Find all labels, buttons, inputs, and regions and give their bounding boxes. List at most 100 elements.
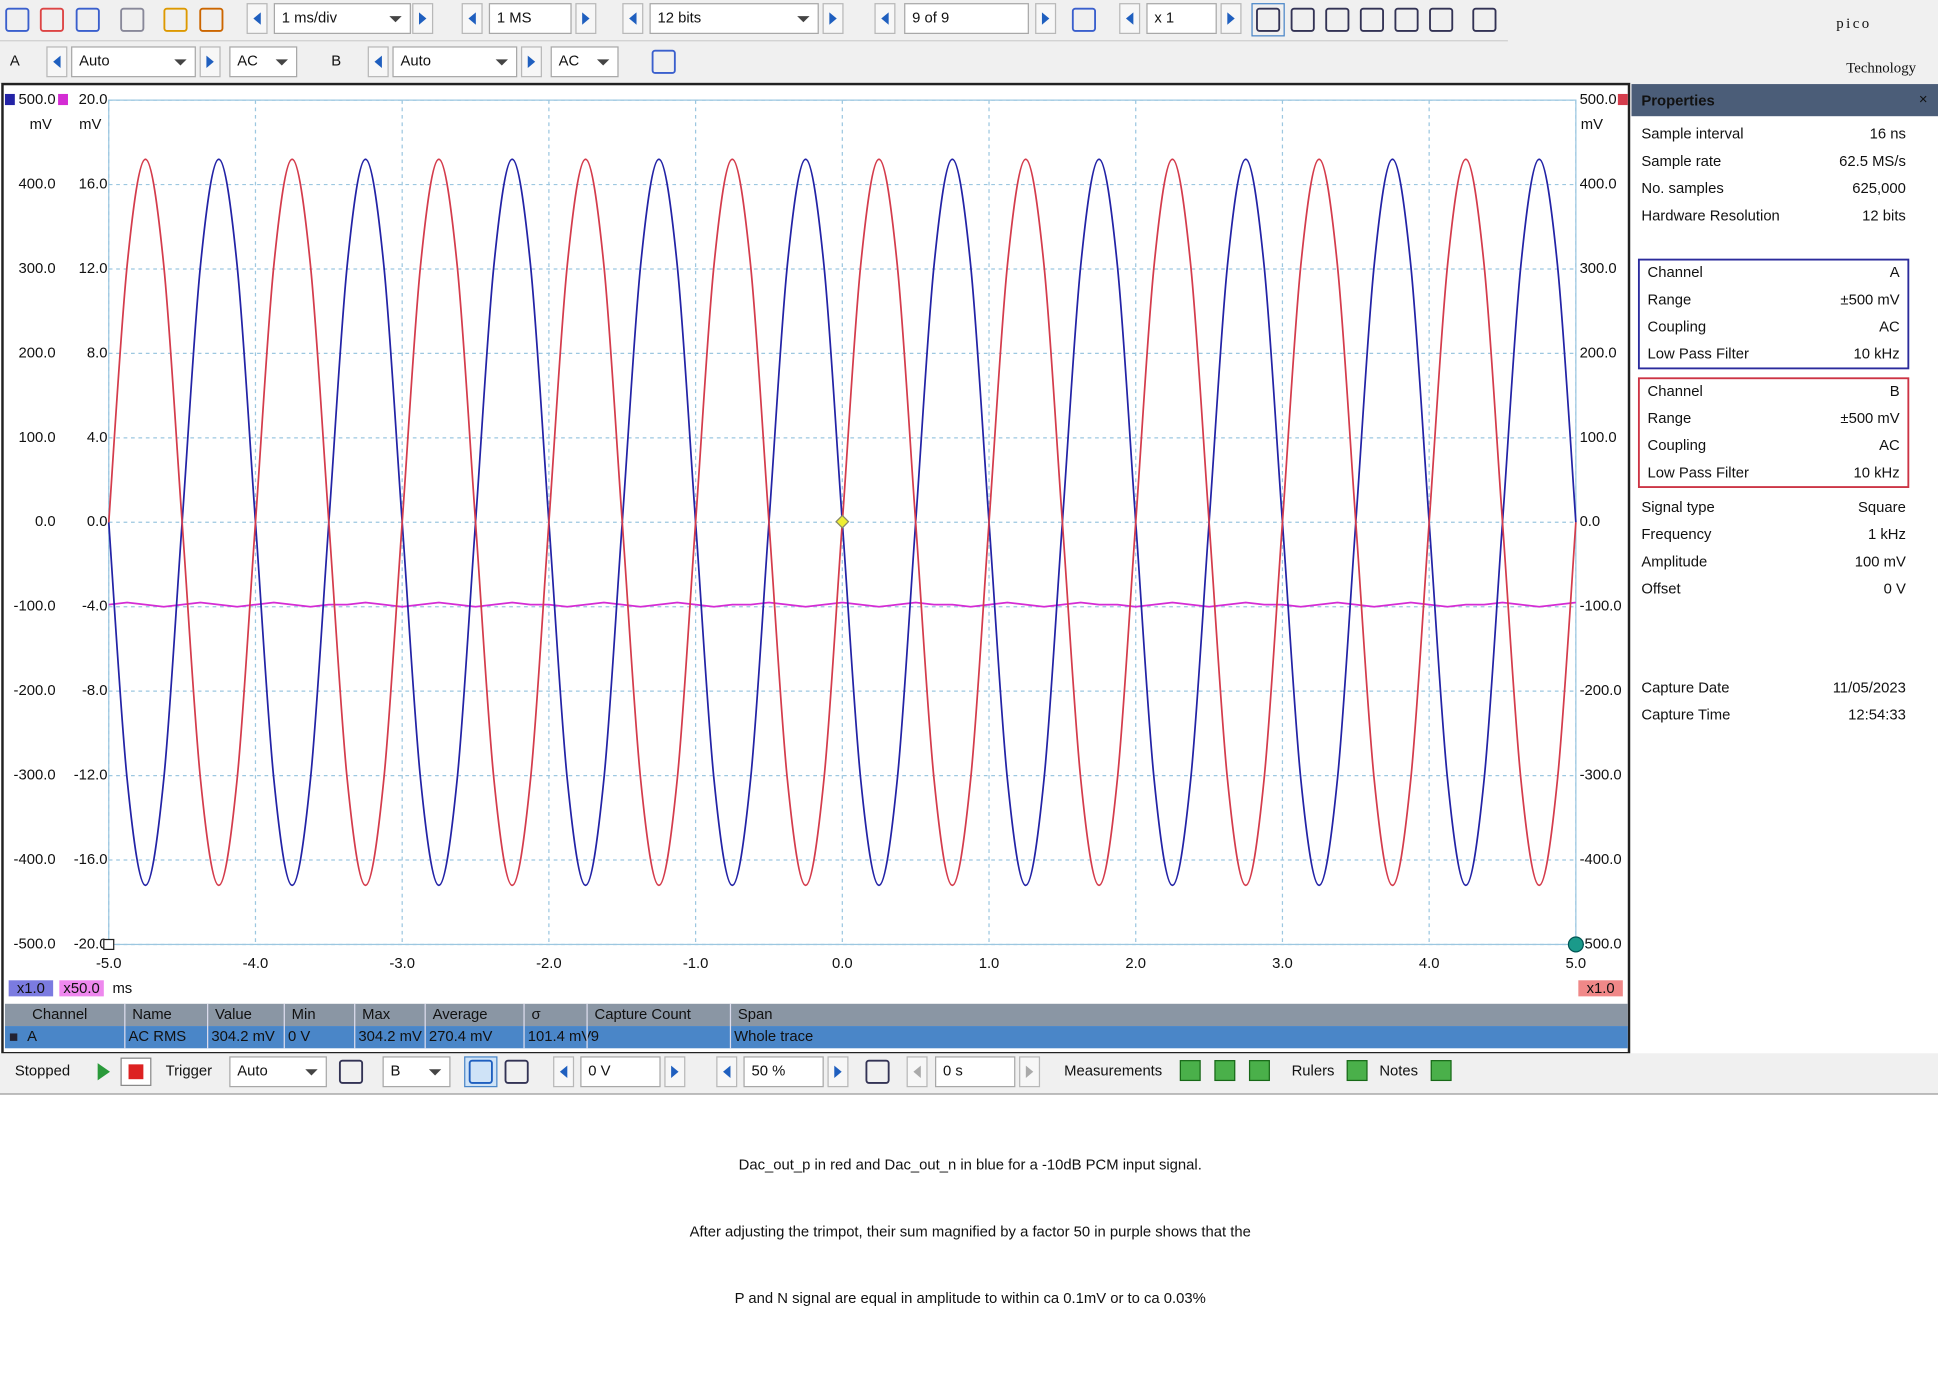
trigger-mode: Auto [237, 1064, 268, 1080]
green-button[interactable] [1214, 1060, 1236, 1082]
tool-icon[interactable] [1256, 7, 1281, 32]
threshold-box[interactable] [580, 1056, 661, 1088]
scale-badge: x1.0 [17, 981, 45, 997]
property-name: Channel [1648, 265, 1703, 281]
arrow-icon [881, 12, 889, 25]
stop-button[interactable] [128, 1064, 144, 1080]
arrow-icon [559, 1065, 568, 1078]
x-tick-label: -5.0 [96, 956, 122, 972]
property-value: ±500 mV [1840, 411, 1899, 427]
tool-icon[interactable] [1290, 7, 1315, 32]
channel-coupling-box[interactable] [229, 46, 298, 78]
scale-badge-bg [8, 980, 54, 997]
arrow-icon [418, 12, 427, 25]
y3-axis-unit: mV [1581, 117, 1603, 133]
tool-icon[interactable] [120, 7, 145, 32]
tool-icon[interactable] [1429, 7, 1454, 32]
notes-button[interactable]: Notes [1379, 1064, 1418, 1080]
timebase-box[interactable] [273, 3, 411, 34]
measurements-button[interactable]: Measurements [1064, 1064, 1162, 1080]
tool-icon[interactable] [1325, 7, 1350, 32]
run-button[interactable] [97, 1063, 111, 1081]
y-tick-label: -200.0 [14, 683, 56, 699]
measurement-header: Average [433, 1007, 488, 1023]
resolution-box[interactable] [649, 3, 819, 34]
y3-tick-label: 400.0 [1580, 176, 1617, 192]
y-tick-label: -300.0 [14, 768, 56, 784]
arrow-icon [913, 1065, 921, 1078]
x-tick-label: 3.0 [1272, 956, 1293, 972]
property-value: A [1890, 265, 1900, 281]
measurement-cell: 101.4 mV [528, 1029, 592, 1045]
tool-icon[interactable] [865, 1059, 890, 1084]
property-value: AC [1879, 320, 1900, 336]
y-tick-label: 200.0 [19, 345, 56, 361]
x-tick-label: -2.0 [536, 956, 562, 972]
property-value: 16 ns [1870, 127, 1906, 143]
property-name: Low Pass Filter [1648, 465, 1749, 481]
trigger-source: B [391, 1064, 401, 1080]
green-button[interactable] [1179, 1060, 1201, 1082]
y-tick-label: 400.0 [19, 176, 56, 192]
tool-icon[interactable] [75, 7, 100, 32]
tool-icon[interactable] [1394, 7, 1419, 32]
rulers-button[interactable]: Rulers [1292, 1064, 1335, 1080]
tool-icon[interactable] [1359, 7, 1384, 32]
y3-tick-label: -400.0 [1580, 852, 1622, 868]
arrow-icon [468, 12, 476, 25]
measurements-row [4, 1026, 1628, 1049]
arrow-icon [1227, 12, 1235, 25]
property-name: Capture Time [1641, 708, 1730, 724]
property-name: Signal type [1641, 500, 1714, 516]
tool-icon[interactable] [163, 7, 188, 32]
x-tick-label: 0.0 [832, 956, 853, 972]
measurement-cell: 304.2 mV [358, 1029, 422, 1045]
pretrigger: 50 % [751, 1064, 785, 1080]
y-tick-label: 100.0 [19, 430, 56, 446]
close-icon: × [1919, 92, 1928, 108]
y2-tick-label: 8.0 [87, 345, 108, 361]
tool-icon[interactable] [1472, 7, 1497, 32]
y-tick-label: -500.0 [14, 936, 56, 952]
select-tool-active[interactable] [1251, 3, 1285, 37]
plot-frame [1, 82, 1631, 1055]
dropdown-icon [174, 59, 187, 66]
arrow-icon [834, 1065, 842, 1078]
y2-tick-label: -16.0 [74, 852, 108, 868]
zoom-box[interactable] [1146, 3, 1217, 34]
measurement-cell: 304.2 mV [211, 1029, 275, 1045]
property-value: AC [1879, 438, 1900, 454]
property-name: Sample rate [1641, 154, 1721, 170]
arrow-icon [53, 55, 61, 68]
y3-tick-label: 100.0 [1580, 430, 1617, 446]
tool-icon[interactable] [651, 49, 676, 74]
tool-icon[interactable] [338, 1059, 364, 1084]
measurement-cell: Whole trace [734, 1029, 813, 1045]
tool-icon[interactable] [504, 1059, 529, 1084]
tool-icon[interactable] [39, 7, 64, 32]
channel-range-box[interactable] [392, 46, 518, 78]
timebase: 1 ms/div [282, 10, 338, 26]
y3-tick-label: -100.0 [1580, 599, 1622, 615]
channel-b-box [1637, 377, 1910, 488]
samples-box[interactable] [488, 3, 572, 34]
y-tick-label: 500.0 [19, 92, 56, 108]
tool-icon[interactable] [1071, 7, 1096, 32]
y2-tick-label: 16.0 [79, 176, 108, 192]
delay-box[interactable] [935, 1056, 1016, 1088]
buffer-box[interactable] [904, 3, 1029, 34]
property-value: 12:54:33 [1848, 708, 1906, 724]
green-button[interactable] [1248, 1060, 1270, 1082]
y2-tick-label: -12.0 [74, 768, 108, 784]
property-name: Range [1648, 292, 1692, 308]
tool-icon[interactable] [5, 7, 30, 32]
tool-icon[interactable] [199, 7, 224, 32]
trigger-marker [835, 514, 850, 529]
pretrigger-box[interactable] [743, 1056, 824, 1088]
green-button[interactable] [1430, 1060, 1452, 1082]
channel-range-box[interactable] [71, 46, 196, 78]
property-value: B [1890, 384, 1900, 400]
green-button[interactable] [1346, 1060, 1368, 1082]
y3-tick-label: -500.0 [1580, 936, 1622, 952]
tool-icon[interactable] [468, 1059, 493, 1084]
